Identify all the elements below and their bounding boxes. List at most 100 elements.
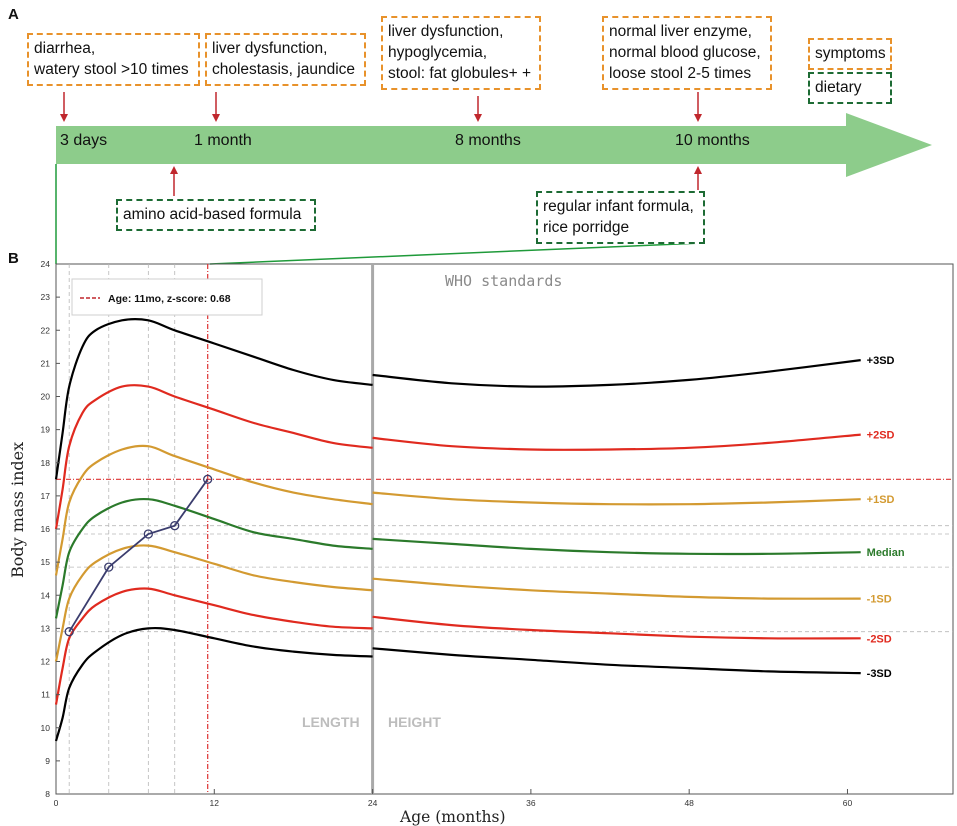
gridlines	[56, 264, 953, 794]
symptom-line: normal blood glucose,	[609, 44, 761, 61]
curve-minus-2sd-height	[372, 615, 861, 640]
y-tick-label: 8	[45, 789, 50, 799]
pointer-10months-head	[694, 114, 702, 122]
timeline-graphic	[55, 92, 932, 265]
pointer-amino-head	[170, 166, 178, 174]
milestone-1-month: 1 month	[194, 132, 252, 149]
x-tick-label: 60	[843, 798, 853, 808]
curve-plusminus-2sd-height	[372, 433, 861, 451]
patient-point	[143, 529, 153, 539]
y-tick-label: 18	[41, 458, 51, 468]
curve-label-median: Median	[867, 547, 905, 559]
dietary-line: amino acid-based formula	[123, 206, 302, 223]
y-tick-label: 15	[41, 557, 51, 567]
y-tick-label: 19	[41, 425, 51, 435]
x-tick-label: 48	[684, 798, 694, 808]
symptom-line: loose stool 2-5 times	[609, 65, 752, 82]
dietary-box-amino: amino acid-based formula	[116, 199, 316, 231]
legend-symptoms-label: symptoms	[815, 45, 886, 62]
curve-label-minus-2sd: -2SD	[867, 633, 892, 645]
symptom-line: hypoglycemia,	[388, 44, 488, 61]
patient-point	[170, 521, 180, 531]
curve-plusminus-3sd-length	[54, 318, 373, 480]
curve-label-minus-3sd: -3SD	[867, 668, 892, 680]
curve-plusminus-3sd-height	[372, 359, 861, 388]
legend-frame	[71, 278, 263, 316]
y-axis-label: Body mass index	[8, 442, 27, 578]
y-tick-label: 9	[45, 756, 50, 766]
symptom-box-10-months: normal liver enzyme, normal blood glucos…	[602, 16, 772, 90]
y-tick-label: 16	[41, 524, 51, 534]
patient-point	[104, 562, 114, 572]
curve-label-minus-1sd: -1SD	[867, 594, 892, 606]
x-tick-label: 12	[210, 798, 220, 808]
curve-median-length	[54, 497, 373, 619]
symptom-line: watery stool >10 times	[34, 61, 189, 78]
y-tick-label: 10	[41, 723, 51, 733]
curve-label-plusminus-1sd: +1SD	[867, 494, 895, 506]
panel-label-a: A	[8, 6, 19, 23]
y-tick-label: 23	[41, 292, 51, 302]
legend-label: Age: 11mo, z-score: 0.68	[108, 293, 231, 305]
region-label-height: HEIGHT	[388, 714, 441, 730]
legend-dietary: dietary	[808, 72, 892, 104]
curve-minus-2sd-length	[54, 587, 373, 705]
y-tick-label: 21	[41, 358, 51, 368]
symptom-line: diarrhea,	[34, 40, 96, 57]
chart-frame	[55, 263, 954, 795]
region-label-length: LENGTH	[302, 714, 360, 730]
chart-title: WHO standards	[445, 272, 562, 290]
symptom-line: liver dysfunction,	[212, 40, 328, 57]
y-tick-label: 14	[41, 590, 51, 600]
dietary-box-regular: regular infant formula, rice porridge	[536, 191, 705, 244]
curve-plusminus-1sd-height	[372, 491, 861, 506]
curve-label-plusminus-2sd: +2SD	[867, 430, 895, 442]
symptom-line: normal liver enzyme,	[609, 23, 752, 40]
curve-minus-3sd-height	[372, 647, 861, 675]
y-tick-label: 22	[41, 325, 51, 335]
legend-dietary-label: dietary	[815, 79, 862, 96]
symptom-box-3-days: diarrhea, watery stool >10 times	[27, 33, 200, 86]
milestone-3-days: 3 days	[60, 132, 108, 149]
y-tick-label: 17	[41, 491, 51, 501]
x-axis-label: Age (months)	[399, 808, 506, 826]
dietary-line: regular infant formula,	[543, 198, 694, 215]
dietary-line: rice porridge	[543, 219, 630, 236]
x-tick-label: 36	[526, 798, 536, 808]
patient-layer	[64, 474, 213, 637]
milestone-10-months: 10 months	[675, 132, 750, 149]
y-tick-label: 13	[41, 623, 51, 633]
axes: 0 12 24 36 48 60 8 9 10 11 12 13 14 15 16 17 18 19 20 21 22 2…	[41, 259, 853, 808]
curve-median-height	[372, 537, 861, 556]
curve-label-plusminus-3sd: +3SD	[867, 355, 895, 367]
patient-trajectory	[68, 478, 209, 633]
symptom-line: stool: fat globules+ +	[388, 65, 532, 82]
symptom-line: liver dysfunction,	[388, 23, 504, 40]
y-tick-label: 20	[41, 392, 51, 402]
x-tick-label: 24	[368, 798, 378, 808]
y-tick-label: 11	[41, 690, 50, 700]
pointer-regular-head	[694, 166, 702, 174]
milestone-8-months: 8 months	[455, 132, 521, 149]
patient-point	[64, 627, 74, 637]
symptom-box-1-month: liver dysfunction, cholestasis, jaundice	[205, 33, 366, 86]
curves: +3SD +2SD +1SD Median -1SD -2SD -3SD	[54, 318, 905, 742]
symptom-box-8-months: liver dysfunction, hypoglycemia, stool: …	[381, 16, 541, 90]
y-tick-label: 12	[41, 657, 51, 667]
legend-box: Age: 11mo, z-score: 0.68	[71, 278, 263, 316]
curve-plusminus-2sd-length	[54, 384, 373, 530]
pointer-3days-head	[60, 114, 68, 122]
symptom-line: cholestasis, jaundice	[212, 61, 356, 78]
pointer-8months-head	[474, 114, 482, 122]
curve-minus-3sd-length	[54, 626, 373, 742]
patient-point	[203, 474, 213, 484]
pointer-arrows	[60, 92, 702, 196]
curve-plusminus-1sd-length	[54, 444, 373, 576]
x-tick-label: 0	[54, 798, 59, 808]
curve-minus-1sd-length	[54, 544, 373, 662]
panel-label-b: B	[8, 250, 19, 267]
pointer-1month-head	[212, 114, 220, 122]
legend-symptoms: symptoms	[808, 38, 892, 70]
timeline-arrow	[56, 113, 932, 177]
